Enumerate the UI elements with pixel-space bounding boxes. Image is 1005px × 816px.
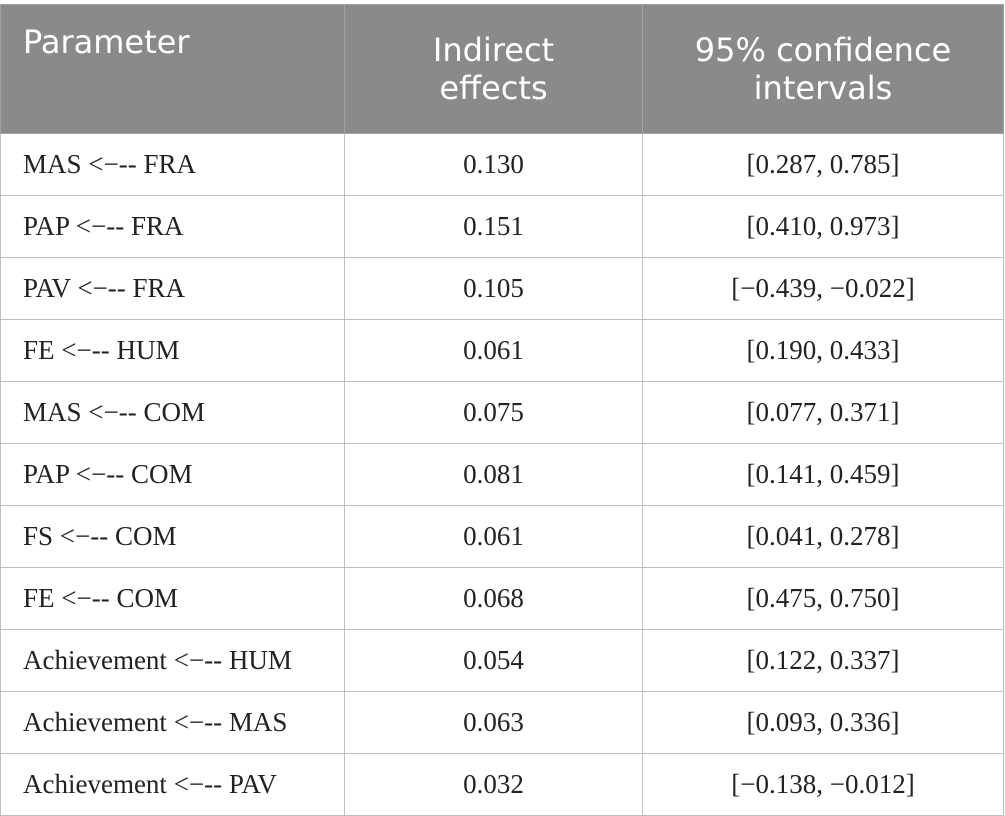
table-row: PAP <−-- FRA 0.151 [0.410, 0.973] [0,195,1004,258]
parameter-cell: MAS <−-- COM [0,381,345,444]
table-row: PAV <−-- FRA 0.105 [−0.439, −0.022] [0,257,1004,320]
header-confidence-intervals: 95% confidence intervals [642,4,1004,134]
indirect-effect-cell: 0.054 [344,629,643,692]
indirect-effect-cell: 0.105 [344,257,643,320]
table-row: MAS <−-- FRA 0.130 [0.287, 0.785] [0,133,1004,196]
header-parameter-label: Parameter [23,23,190,61]
table-row: PAP <−-- COM 0.081 [0.141, 0.459] [0,443,1004,506]
indirect-effect-cell: 0.063 [344,691,643,754]
header-indirect-effects: Indirect effects [344,4,643,134]
table-row: MAS <−-- COM 0.075 [0.077, 0.371] [0,381,1004,444]
confidence-interval-cell: [0.122, 0.337] [642,629,1004,692]
table-row: FE <−-- HUM 0.061 [0.190, 0.433] [0,319,1004,382]
indirect-effect-cell: 0.068 [344,567,643,630]
confidence-interval-cell: [−0.439, −0.022] [642,257,1004,320]
header-indirect-line2: effects [439,69,548,107]
confidence-interval-cell: [0.141, 0.459] [642,443,1004,506]
confidence-interval-cell: [0.041, 0.278] [642,505,1004,568]
parameter-cell: MAS <−-- FRA [0,133,345,196]
parameter-cell: PAV <−-- FRA [0,257,345,320]
indirect-effect-cell: 0.032 [344,753,643,816]
header-indirect-line1: Indirect [432,31,555,69]
confidence-interval-cell: [0.287, 0.785] [642,133,1004,196]
indirect-effect-cell: 0.130 [344,133,643,196]
table-header: Parameter Indirect effects 95% confidenc… [0,4,1004,134]
confidence-interval-cell: [0.410, 0.973] [642,195,1004,258]
table-body: MAS <−-- FRA 0.130 [0.287, 0.785] PAP <−… [0,133,1004,816]
parameter-cell: FE <−-- COM [0,567,345,630]
confidence-interval-cell: [0.475, 0.750] [642,567,1004,630]
parameter-cell: PAP <−-- COM [0,443,345,506]
results-table-container: Parameter Indirect effects 95% confidenc… [0,4,1004,816]
parameter-cell: FE <−-- HUM [0,319,345,382]
header-parameter: Parameter [0,4,345,134]
confidence-interval-cell: [0.077, 0.371] [642,381,1004,444]
confidence-interval-cell: [0.190, 0.433] [642,319,1004,382]
parameter-cell: Achievement <−-- MAS [0,691,345,754]
table-row: Achievement <−-- HUM 0.054 [0.122, 0.337… [0,629,1004,692]
parameter-cell: PAP <−-- FRA [0,195,345,258]
header-row: Parameter Indirect effects 95% confidenc… [0,4,1004,134]
parameter-cell: FS <−-- COM [0,505,345,568]
header-ci-line1: 95% confidence [694,31,952,69]
confidence-interval-cell: [0.093, 0.336] [642,691,1004,754]
indirect-effect-cell: 0.061 [344,319,643,382]
table-row: FS <−-- COM 0.061 [0.041, 0.278] [0,505,1004,568]
indirect-effect-cell: 0.061 [344,505,643,568]
indirect-effect-cell: 0.081 [344,443,643,506]
table-row: FE <−-- COM 0.068 [0.475, 0.750] [0,567,1004,630]
indirect-effect-cell: 0.075 [344,381,643,444]
table-row: Achievement <−-- PAV 0.032 [−0.138, −0.0… [0,753,1004,816]
indirect-effects-table: Parameter Indirect effects 95% confidenc… [0,4,1004,816]
parameter-cell: Achievement <−-- HUM [0,629,345,692]
header-ci-line2: intervals [753,69,893,107]
indirect-effect-cell: 0.151 [344,195,643,258]
table-row: Achievement <−-- MAS 0.063 [0.093, 0.336… [0,691,1004,754]
parameter-cell: Achievement <−-- PAV [0,753,345,816]
confidence-interval-cell: [−0.138, −0.012] [642,753,1004,816]
